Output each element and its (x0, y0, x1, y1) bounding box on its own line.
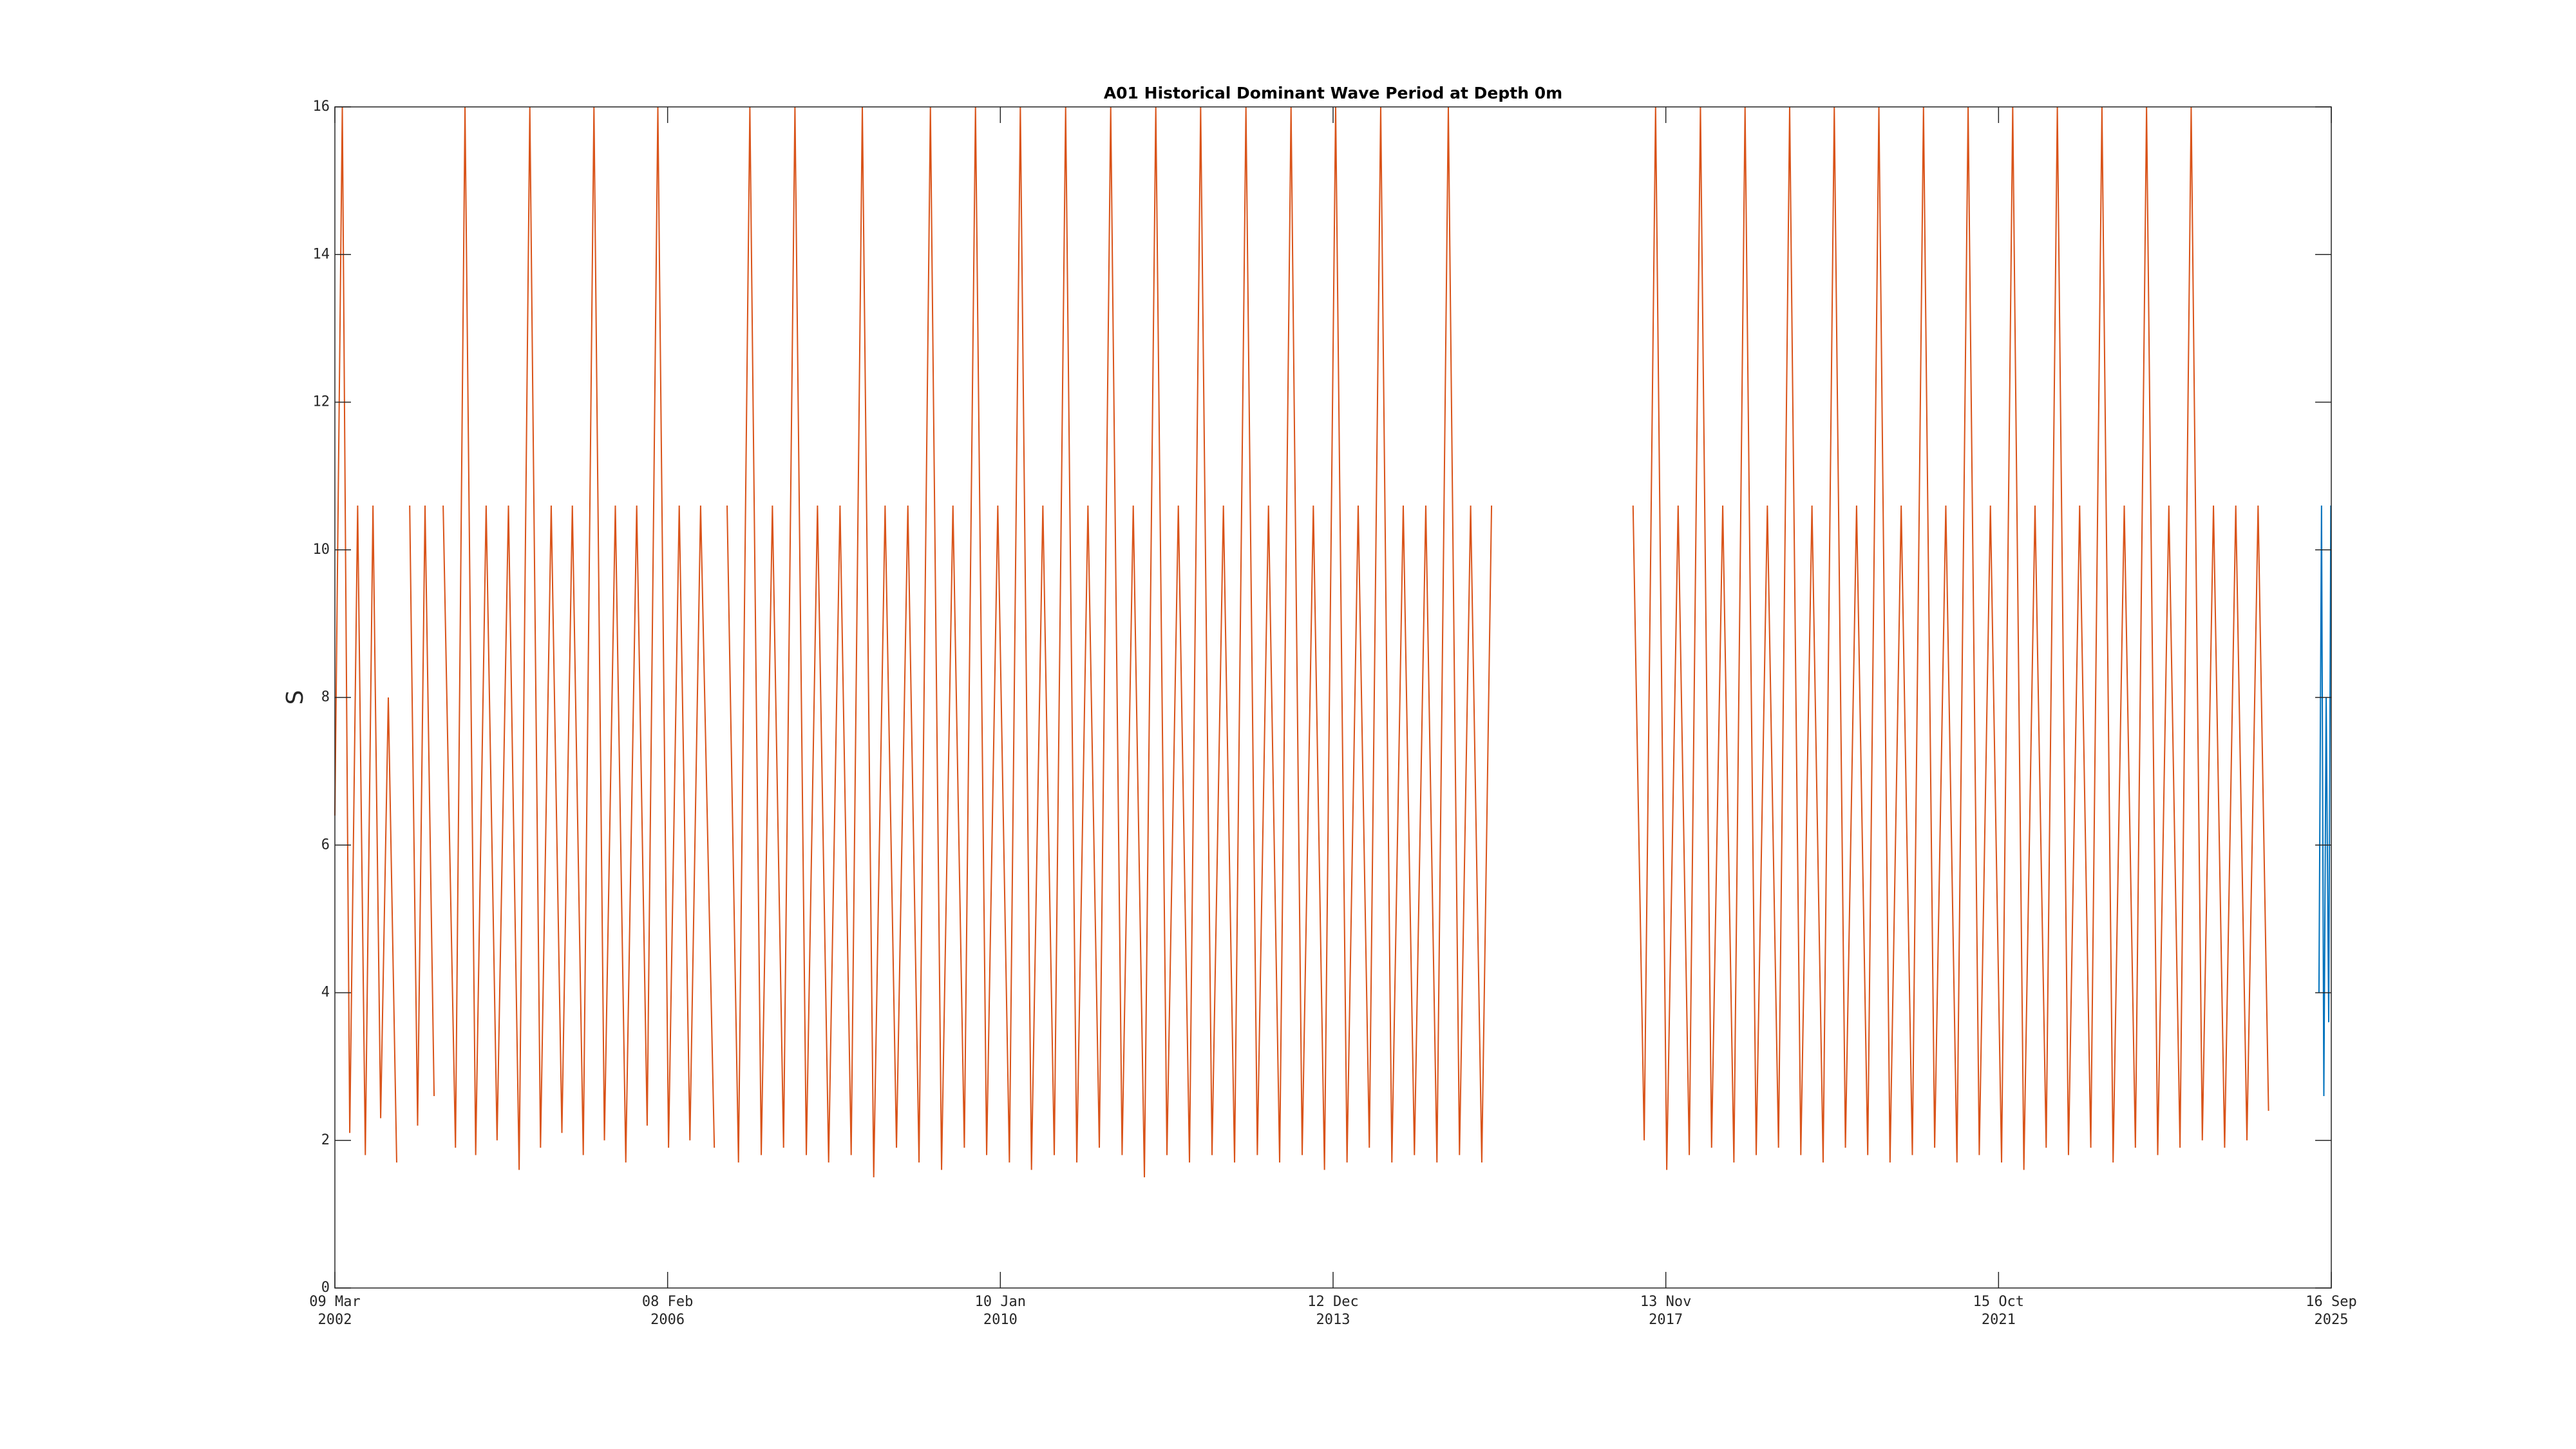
x-tick-label: 09 Mar 2002 (309, 1294, 360, 1328)
x-tick-label: 12 Dec 2013 (1307, 1294, 1358, 1328)
y-tick-label: 16 (313, 99, 330, 115)
data-line (334, 106, 2269, 1178)
y-tick-label: 12 (313, 394, 330, 410)
x-tick-label-line: 10 Jan (975, 1294, 1026, 1310)
y-tick-label: 4 (321, 985, 330, 1001)
x-tick-label: 10 Jan 2010 (975, 1294, 1026, 1328)
x-tick-label: 16 Sep 2025 (2306, 1294, 2356, 1328)
y-tick-label: 10 (313, 542, 330, 558)
x-tick-label-line: 2006 (650, 1312, 685, 1328)
x-tick-label-line: 2021 (1982, 1312, 2016, 1328)
y-tick-label: 0 (321, 1280, 330, 1296)
x-tick-label-line: 2025 (2315, 1312, 2349, 1328)
x-tick-label: 15 Oct 2021 (1973, 1294, 2024, 1328)
x-tick-label-line: 2017 (1649, 1312, 1683, 1328)
y-tick-label: 14 (313, 246, 330, 262)
x-tick-label-line: 13 Nov (1640, 1294, 1691, 1310)
x-tick-label: 08 Feb 2006 (642, 1294, 693, 1328)
x-tick-label-line: 2013 (1316, 1312, 1350, 1328)
x-tick-label-line: 2002 (318, 1312, 352, 1328)
chart-title: A01 Historical Dominant Wave Period at D… (1104, 84, 1562, 102)
x-tick-label: 13 Nov 2017 (1640, 1294, 1691, 1328)
y-tick-label: 6 (321, 837, 330, 853)
x-tick-label-line: 16 Sep (2306, 1294, 2356, 1310)
x-tick-label-line: 15 Oct (1973, 1294, 2024, 1310)
y-axis-label: S (282, 690, 308, 705)
x-tick-label-line: 08 Feb (642, 1294, 693, 1310)
data-line (2318, 505, 2332, 1096)
x-tick-label-line: 2010 (983, 1312, 1018, 1328)
x-tick-label-line: 12 Dec (1307, 1294, 1358, 1310)
x-tick-label-line: 09 Mar (309, 1294, 360, 1310)
y-tick-label: 2 (321, 1132, 330, 1148)
y-tick-label: 8 (321, 689, 330, 705)
